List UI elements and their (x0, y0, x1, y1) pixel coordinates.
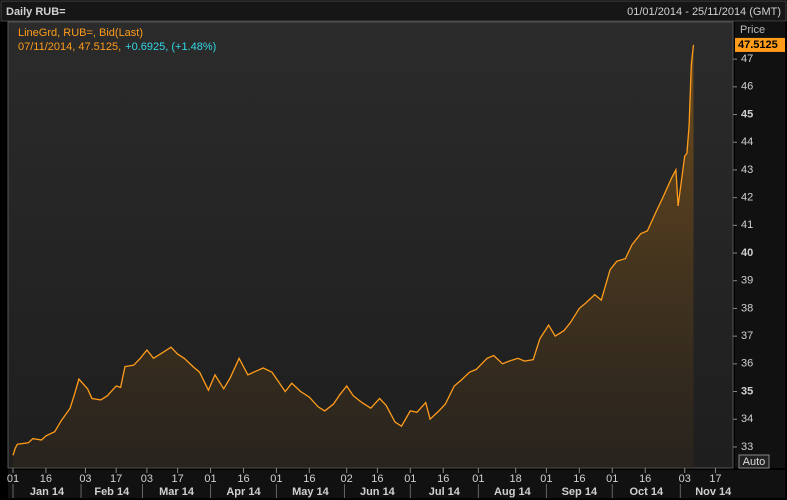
y-tick-label: 37 (741, 330, 753, 342)
month-label: Aug 14 (494, 486, 532, 498)
y-tick-label: 39 (741, 275, 753, 287)
x-tick-label: 17 (110, 473, 122, 485)
month-label: Mar 14 (159, 486, 195, 498)
y-tick-label: 38 (741, 302, 753, 314)
month-label: Jun 14 (360, 486, 396, 498)
x-tick-label: 17 (172, 473, 184, 485)
y-tick-label: 41 (741, 219, 753, 231)
x-tick-label: 01 (270, 473, 282, 485)
status-text: 07/11/2014, 47.5125, (18, 41, 121, 53)
x-tick-label: 02 (341, 473, 353, 485)
x-tick-label: 01 (606, 473, 618, 485)
month-label: Feb 14 (94, 486, 130, 498)
y-tick-label: 42 (741, 192, 753, 204)
title-bar (0, 0, 787, 22)
y-tick-label: 46 (741, 81, 753, 93)
last-price-label: 47.5125 (738, 39, 778, 51)
date-range: 01/01/2014 - 25/11/2014 (GMT) (627, 6, 781, 18)
x-tick-label: 16 (303, 473, 315, 485)
last-price-box (735, 37, 785, 52)
x-tick-label: 03 (679, 473, 691, 485)
chart-title: Daily RUB= (6, 6, 66, 18)
month-label: May 14 (292, 486, 330, 498)
x-tick-label: 16 (371, 473, 383, 485)
month-label: Oct 14 (629, 486, 664, 498)
x-tick-label: 01 (472, 473, 484, 485)
y-tick-label: 44 (741, 136, 753, 148)
month-label: Sep 14 (562, 486, 598, 498)
y-tick-label: 40 (741, 247, 753, 259)
x-tick-label: 18 (510, 473, 522, 485)
x-tick-label: 01 (540, 473, 552, 485)
month-label: Jan 14 (30, 486, 65, 498)
legend-line: LineGrd, RUB=, Bid(Last) (18, 27, 143, 39)
y-tick-label: 47 (741, 53, 753, 65)
month-label: Jul 14 (429, 486, 461, 498)
area (13, 44, 694, 469)
x-tick-label: 01 (204, 473, 216, 485)
x-tick-label: 01 (7, 473, 19, 485)
month-label: Nov 14 (695, 486, 732, 498)
y-tick-label: 34 (741, 413, 753, 425)
x-tick-label: 17 (709, 473, 721, 485)
month-label: Apr 14 (226, 486, 261, 498)
y-tick-label: 45 (741, 108, 753, 120)
y-axis-area (735, 22, 785, 468)
auto-button-label[interactable]: Auto (743, 456, 766, 468)
y-tick-label: 43 (741, 164, 753, 176)
x-tick-label: 16 (237, 473, 249, 485)
x-tick-label: 01 (404, 473, 416, 485)
y-axis-label: Price (740, 24, 765, 36)
x-axis-area (8, 470, 785, 498)
x-tick-label: 16 (437, 473, 449, 485)
y-tick-label: 36 (741, 358, 753, 370)
y-tick-label: 35 (741, 385, 753, 397)
x-tick-label: 03 (141, 473, 153, 485)
x-tick-label: 16 (639, 473, 651, 485)
x-tick-label: 16 (40, 473, 52, 485)
x-tick-label: 16 (573, 473, 585, 485)
status-change: +0.6925, (+1.48%) (125, 41, 216, 53)
x-tick-label: 03 (79, 473, 91, 485)
y-tick-label: 33 (741, 441, 753, 453)
plot (12, 44, 695, 469)
line (12, 44, 695, 456)
auto-button[interactable] (738, 454, 770, 469)
